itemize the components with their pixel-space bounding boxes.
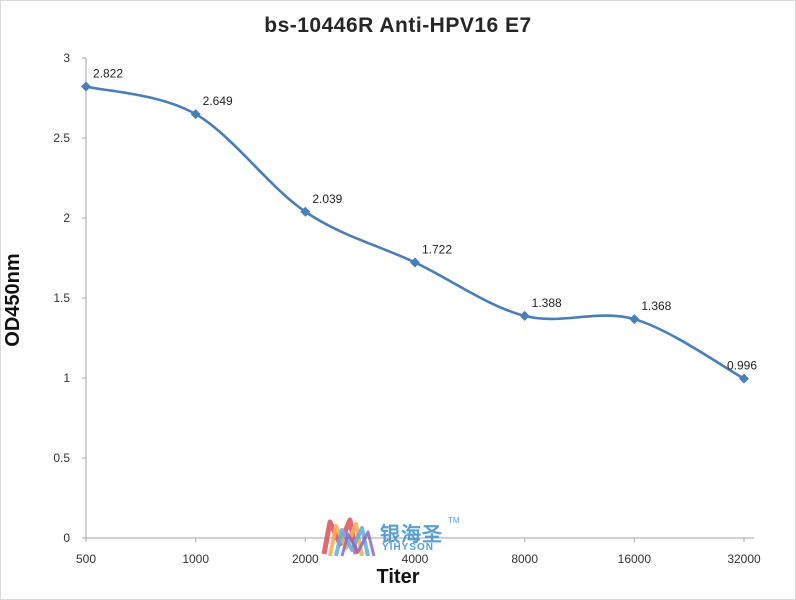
x-tick-label: 4000 [402,552,429,566]
data-point-marker [410,257,420,268]
data-label: 0.996 [727,359,757,373]
watermark-text-en: YIHYSON [382,542,435,553]
data-label: 2.039 [312,192,342,206]
x-tick-label: 500 [76,552,96,566]
y-tick-label: 0 [63,531,70,545]
x-tick-label: 32000 [727,552,761,566]
y-tick-label: 2 [63,211,70,225]
series-line [85,85,745,380]
watermark-text-cn: 银海圣 [380,522,443,546]
watermark-tm: TM [448,516,460,525]
yihyson-logo-icon [321,517,376,557]
y-tick-label: 1 [63,371,70,385]
x-axis-label: Titer [376,566,420,588]
data-point-marker [81,81,91,92]
data-point-marker [519,310,530,321]
y-tick-label: 3 [63,51,70,65]
data-label: 2.822 [93,66,123,80]
data-label: 1.368 [641,299,671,313]
data-label: 1.722 [422,242,452,256]
y-tick-label: 2.5 [53,131,70,145]
data-point-marker [190,109,201,120]
chart-title: bs-10446R Anti-HPV16 E7 [264,14,532,37]
x-tick-label: 8000 [511,552,538,566]
x-tick-label: 16000 [618,552,652,566]
y-tick-label: 0.5 [53,451,70,465]
x-tick-label: 2000 [292,552,319,566]
x-tick-label: 1000 [182,552,209,566]
data-point-marker [629,314,640,325]
data-point-marker [300,206,311,217]
y-tick-label: 1.5 [53,291,70,305]
watermark-logo: 银海圣 TM YIHYSON [320,514,490,560]
data-point-marker [739,373,749,384]
data-label: 1.388 [532,296,562,310]
data-label: 2.649 [203,94,233,108]
